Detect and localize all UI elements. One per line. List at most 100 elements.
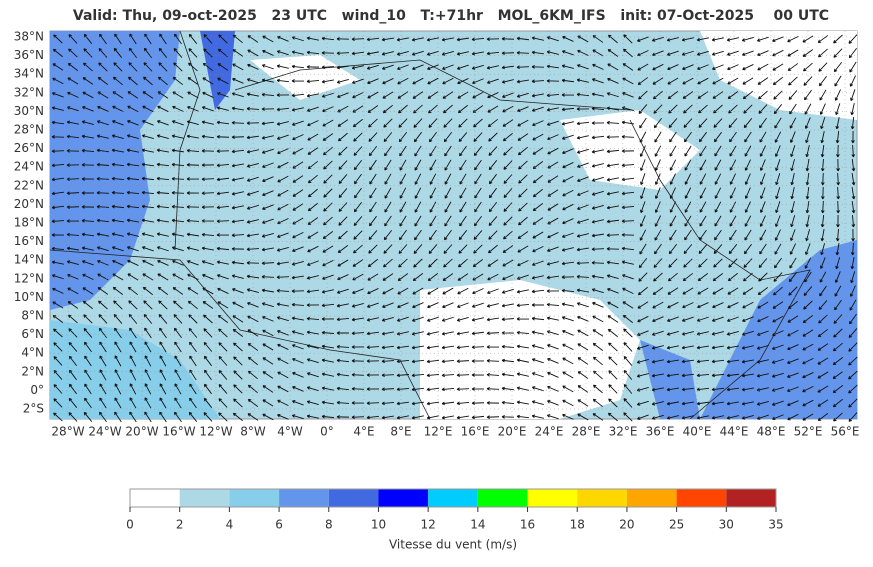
wind-arrow — [591, 78, 604, 84]
wind-arrow — [97, 76, 109, 86]
wind-arrow — [157, 76, 168, 86]
wind-arrow — [502, 119, 514, 127]
wind-arrow — [114, 355, 122, 367]
wind-arrow — [577, 35, 589, 43]
wind-arrow — [369, 159, 377, 171]
wind-arrow — [502, 92, 514, 98]
wind-arrow — [487, 244, 498, 254]
wind-arrow — [277, 35, 289, 42]
wind-arrow — [189, 341, 197, 353]
wind-arrow — [473, 146, 483, 157]
wind-arrow — [471, 345, 485, 350]
wind-arrow — [547, 175, 559, 183]
wind-arrow — [576, 302, 589, 308]
axis-labels: 38°N 36°N 34°N 32°N 30°N 28°N 26°N 24°N 22°N 20°N… — [14, 30, 860, 439]
wind-arrow — [848, 328, 858, 338]
wind-arrow — [561, 107, 575, 112]
wind-arrow — [712, 77, 724, 85]
wind-arrow — [531, 65, 545, 69]
wind-arrow — [202, 287, 214, 295]
wind-arrow — [729, 201, 737, 213]
wind-arrow — [336, 400, 350, 405]
wind-arrow — [411, 331, 424, 336]
lon-label: 4°E — [353, 425, 374, 439]
wind-arrow — [307, 188, 318, 198]
wind-arrow — [126, 232, 139, 237]
wind-arrow — [788, 272, 798, 283]
wind-arrow — [562, 399, 574, 407]
wind-arrow — [144, 355, 152, 367]
wind-arrow — [684, 201, 692, 213]
wind-arrow — [606, 191, 619, 196]
wind-arrow — [711, 415, 724, 420]
wind-arrow — [216, 120, 230, 125]
wind-arrow — [292, 385, 304, 392]
wind-arrow — [66, 205, 80, 209]
wind-arrow — [262, 399, 274, 407]
wind-arrow — [622, 287, 634, 295]
wind-arrow — [682, 287, 694, 295]
wind-arrow — [591, 247, 605, 252]
wind-arrow — [561, 288, 575, 293]
wind-arrow — [757, 287, 769, 296]
wind-arrow — [531, 289, 545, 294]
wind-arrow — [576, 148, 589, 154]
wind-arrow — [84, 383, 92, 395]
wind-arrow — [727, 91, 739, 99]
wind-arrow — [201, 260, 214, 266]
wind-arrow — [429, 159, 437, 171]
wind-arrow — [787, 329, 799, 337]
wind-arrow — [759, 131, 767, 143]
wind-arrow — [488, 146, 498, 156]
wind-arrow — [622, 274, 634, 280]
wind-arrow — [352, 118, 363, 128]
wind-arrow — [774, 257, 782, 269]
wind-arrow — [173, 327, 182, 339]
wind-arrow — [759, 215, 766, 227]
wind-arrow — [850, 103, 855, 116]
wind-arrow — [443, 244, 453, 254]
wind-arrow — [488, 187, 497, 199]
coastline — [174, 30, 201, 251]
wind-arrow — [501, 51, 515, 55]
colorbar-segment — [130, 489, 180, 507]
wind-arrow — [218, 356, 228, 366]
wind-arrow — [592, 398, 603, 408]
wind-arrow — [187, 287, 199, 295]
wind-arrow — [336, 288, 349, 294]
wind-arrow — [158, 300, 168, 310]
wind-arrow — [82, 273, 94, 281]
wind-arrow — [99, 355, 107, 367]
wind-arrow — [516, 330, 530, 335]
wind-arrow — [67, 301, 79, 309]
wind-arrow — [396, 387, 410, 392]
wind-arrow — [231, 177, 244, 182]
wind-arrow — [66, 219, 80, 223]
wind-arrow — [351, 37, 365, 42]
wind-arrow — [381, 316, 394, 322]
wind-arrow — [607, 63, 619, 71]
lon-label: 28°W — [51, 425, 84, 439]
wind-arrow — [397, 302, 409, 309]
wind-arrow — [156, 162, 170, 167]
wind-arrow — [232, 288, 244, 294]
wind-arrow — [412, 77, 424, 85]
wind-arrow — [728, 258, 738, 268]
wind-arrow — [187, 273, 199, 281]
wind-arrow — [277, 371, 289, 379]
wind-arrow — [486, 358, 500, 363]
wind-arrow — [323, 160, 333, 170]
wind-arrow — [651, 373, 664, 378]
wind-arrow — [427, 91, 439, 99]
colorbar-tick-label: 35 — [768, 518, 783, 532]
wind-arrow — [231, 191, 244, 196]
lon-label: 32°E — [609, 425, 638, 439]
wind-arrow — [202, 62, 214, 72]
wind-arrow — [607, 49, 619, 57]
wind-arrow — [606, 233, 620, 238]
wind-arrow — [471, 302, 484, 308]
wind-arrow — [369, 201, 377, 213]
wind-arrow — [636, 359, 649, 364]
wind-arrow — [621, 149, 635, 153]
wind-arrow — [622, 301, 634, 309]
